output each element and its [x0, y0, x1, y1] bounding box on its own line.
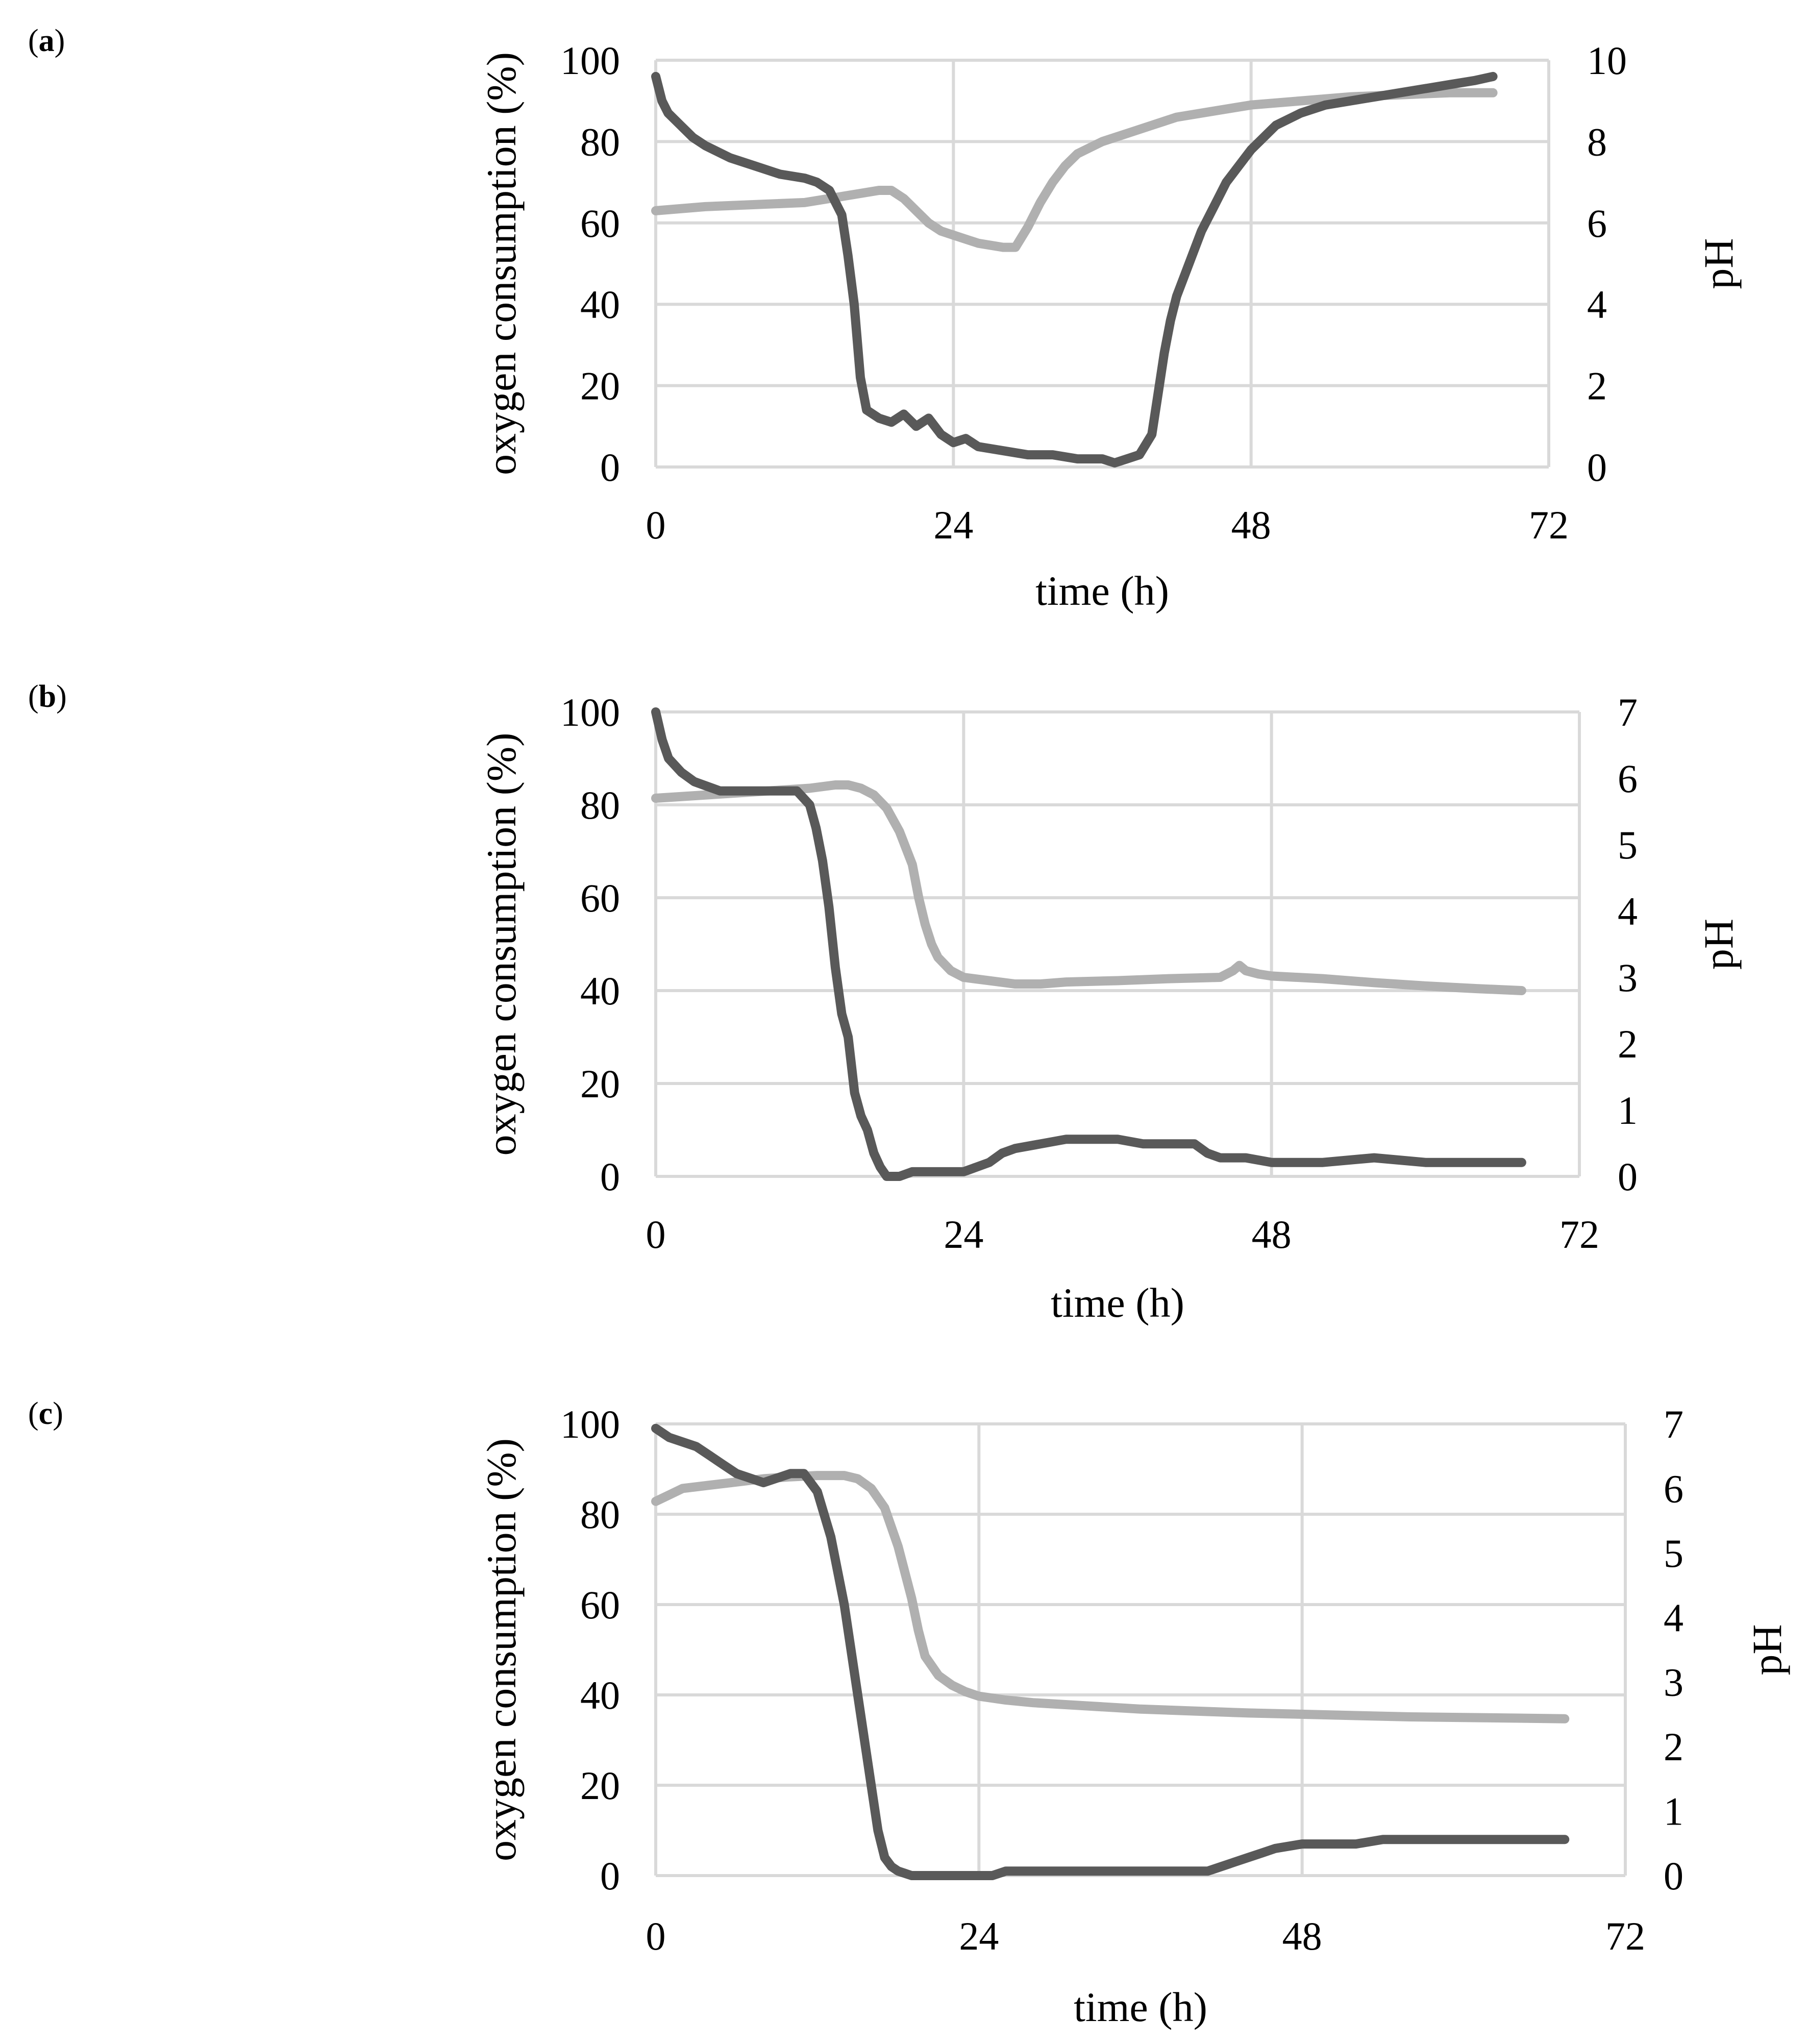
y2-tick-label: 4 [1618, 889, 1638, 933]
y2-tick-label: 7 [1664, 1402, 1683, 1446]
y2-tick-label: 5 [1664, 1531, 1683, 1575]
y-tick-label: 60 [580, 201, 620, 245]
y-tick-label: 20 [580, 364, 620, 408]
y2-tick-label: 0 [1664, 1854, 1683, 1898]
chart-panel-b: (b) 0 24 48 72 0 20 40 60 80 100 0 1 2 3 4 5 6 7 time (h) ox… [28, 679, 1742, 1326]
y-tick-label: 40 [580, 1673, 620, 1717]
y2-axis-title: pH [1744, 1624, 1790, 1675]
y-tick-label: 80 [580, 119, 620, 164]
x-tick-label: 0 [646, 503, 666, 547]
y-tick-label: 60 [580, 876, 620, 920]
y2-tick-label: 0 [1587, 445, 1607, 489]
x-axis-title: time (h) [1051, 1279, 1184, 1326]
x-tick-label: 0 [646, 1212, 666, 1257]
panel-label: (a) [28, 23, 65, 58]
y-tick-label: 100 [560, 690, 620, 734]
y2-tick-label: 6 [1587, 201, 1607, 245]
y2-tick-label: 7 [1618, 690, 1638, 734]
ph-series-line [651, 1471, 1570, 1723]
oxygen-series-line [651, 71, 1498, 467]
panel-letter: b [39, 679, 56, 714]
y-tick-label: 100 [560, 38, 620, 83]
y-tick-label: 60 [580, 1583, 620, 1627]
y2-tick-label: 8 [1587, 119, 1607, 164]
y-tick-label: 80 [580, 783, 620, 827]
y-tick-label: 40 [580, 282, 620, 327]
x-tick-label: 72 [1559, 1212, 1599, 1257]
ph-series-line [651, 780, 1526, 995]
y2-tick-label: 10 [1587, 38, 1627, 83]
y-tick-label: 100 [560, 1402, 620, 1446]
y-tick-label: 40 [580, 969, 620, 1013]
y2-axis-title: pH [1695, 238, 1742, 289]
y2-tick-label: 3 [1664, 1660, 1683, 1705]
y-axis-title: oxygen consumption (%) [478, 52, 525, 475]
x-axis-title: time (h) [1035, 568, 1169, 614]
x-tick-label: 24 [933, 503, 973, 547]
oxygen-series-line [651, 1423, 1570, 1880]
y2-tick-label: 6 [1618, 756, 1638, 801]
oxygen-series-line [651, 707, 1526, 1181]
x-axis-title: time (h) [1074, 1984, 1207, 2030]
x-tick-label: 24 [944, 1212, 983, 1257]
y-tick-label: 80 [580, 1492, 620, 1537]
y2-tick-label: 0 [1618, 1154, 1638, 1199]
y-tick-label: 0 [600, 1854, 620, 1898]
y2-tick-label: 4 [1664, 1595, 1683, 1640]
x-tick-label: 48 [1252, 1212, 1292, 1257]
x-tick-label: 72 [1605, 1914, 1645, 1958]
y2-tick-label: 4 [1587, 282, 1607, 327]
x-tick-label: 24 [959, 1914, 999, 1958]
y-tick-label: 20 [580, 1062, 620, 1106]
ph-series-line [651, 88, 1498, 252]
x-tick-label: 48 [1282, 1914, 1322, 1958]
y2-tick-label: 3 [1618, 955, 1638, 1000]
y2-tick-label: 1 [1664, 1789, 1683, 1834]
x-tick-label: 72 [1529, 503, 1569, 547]
panel-letter: a [39, 23, 55, 58]
y-axis-title: oxygen consumption (%) [478, 733, 525, 1156]
y-axis-title: oxygen consumption (%) [478, 1438, 525, 1861]
panel-letter: c [39, 1396, 53, 1431]
y2-axis-title: pH [1695, 919, 1742, 970]
x-tick-label: 0 [646, 1914, 666, 1958]
y2-tick-label: 2 [1664, 1725, 1683, 1769]
panel-label: (c) [28, 1396, 63, 1431]
y-tick-label: 0 [600, 445, 620, 489]
y2-tick-label: 2 [1618, 1022, 1638, 1066]
y2-tick-label: 1 [1618, 1088, 1638, 1132]
y-tick-label: 0 [600, 1154, 620, 1199]
y-tick-label: 20 [580, 1763, 620, 1808]
x-tick-label: 48 [1231, 503, 1271, 547]
y2-tick-label: 6 [1664, 1466, 1683, 1511]
panel-label: (b) [28, 679, 67, 714]
y2-tick-label: 2 [1587, 364, 1607, 408]
y2-tick-label: 5 [1618, 823, 1638, 867]
chart-panel-c: (c) 0 24 48 72 0 20 40 60 80 100 0 1 2 3 4 5 6 7 time (h) ox… [28, 1396, 1790, 2030]
